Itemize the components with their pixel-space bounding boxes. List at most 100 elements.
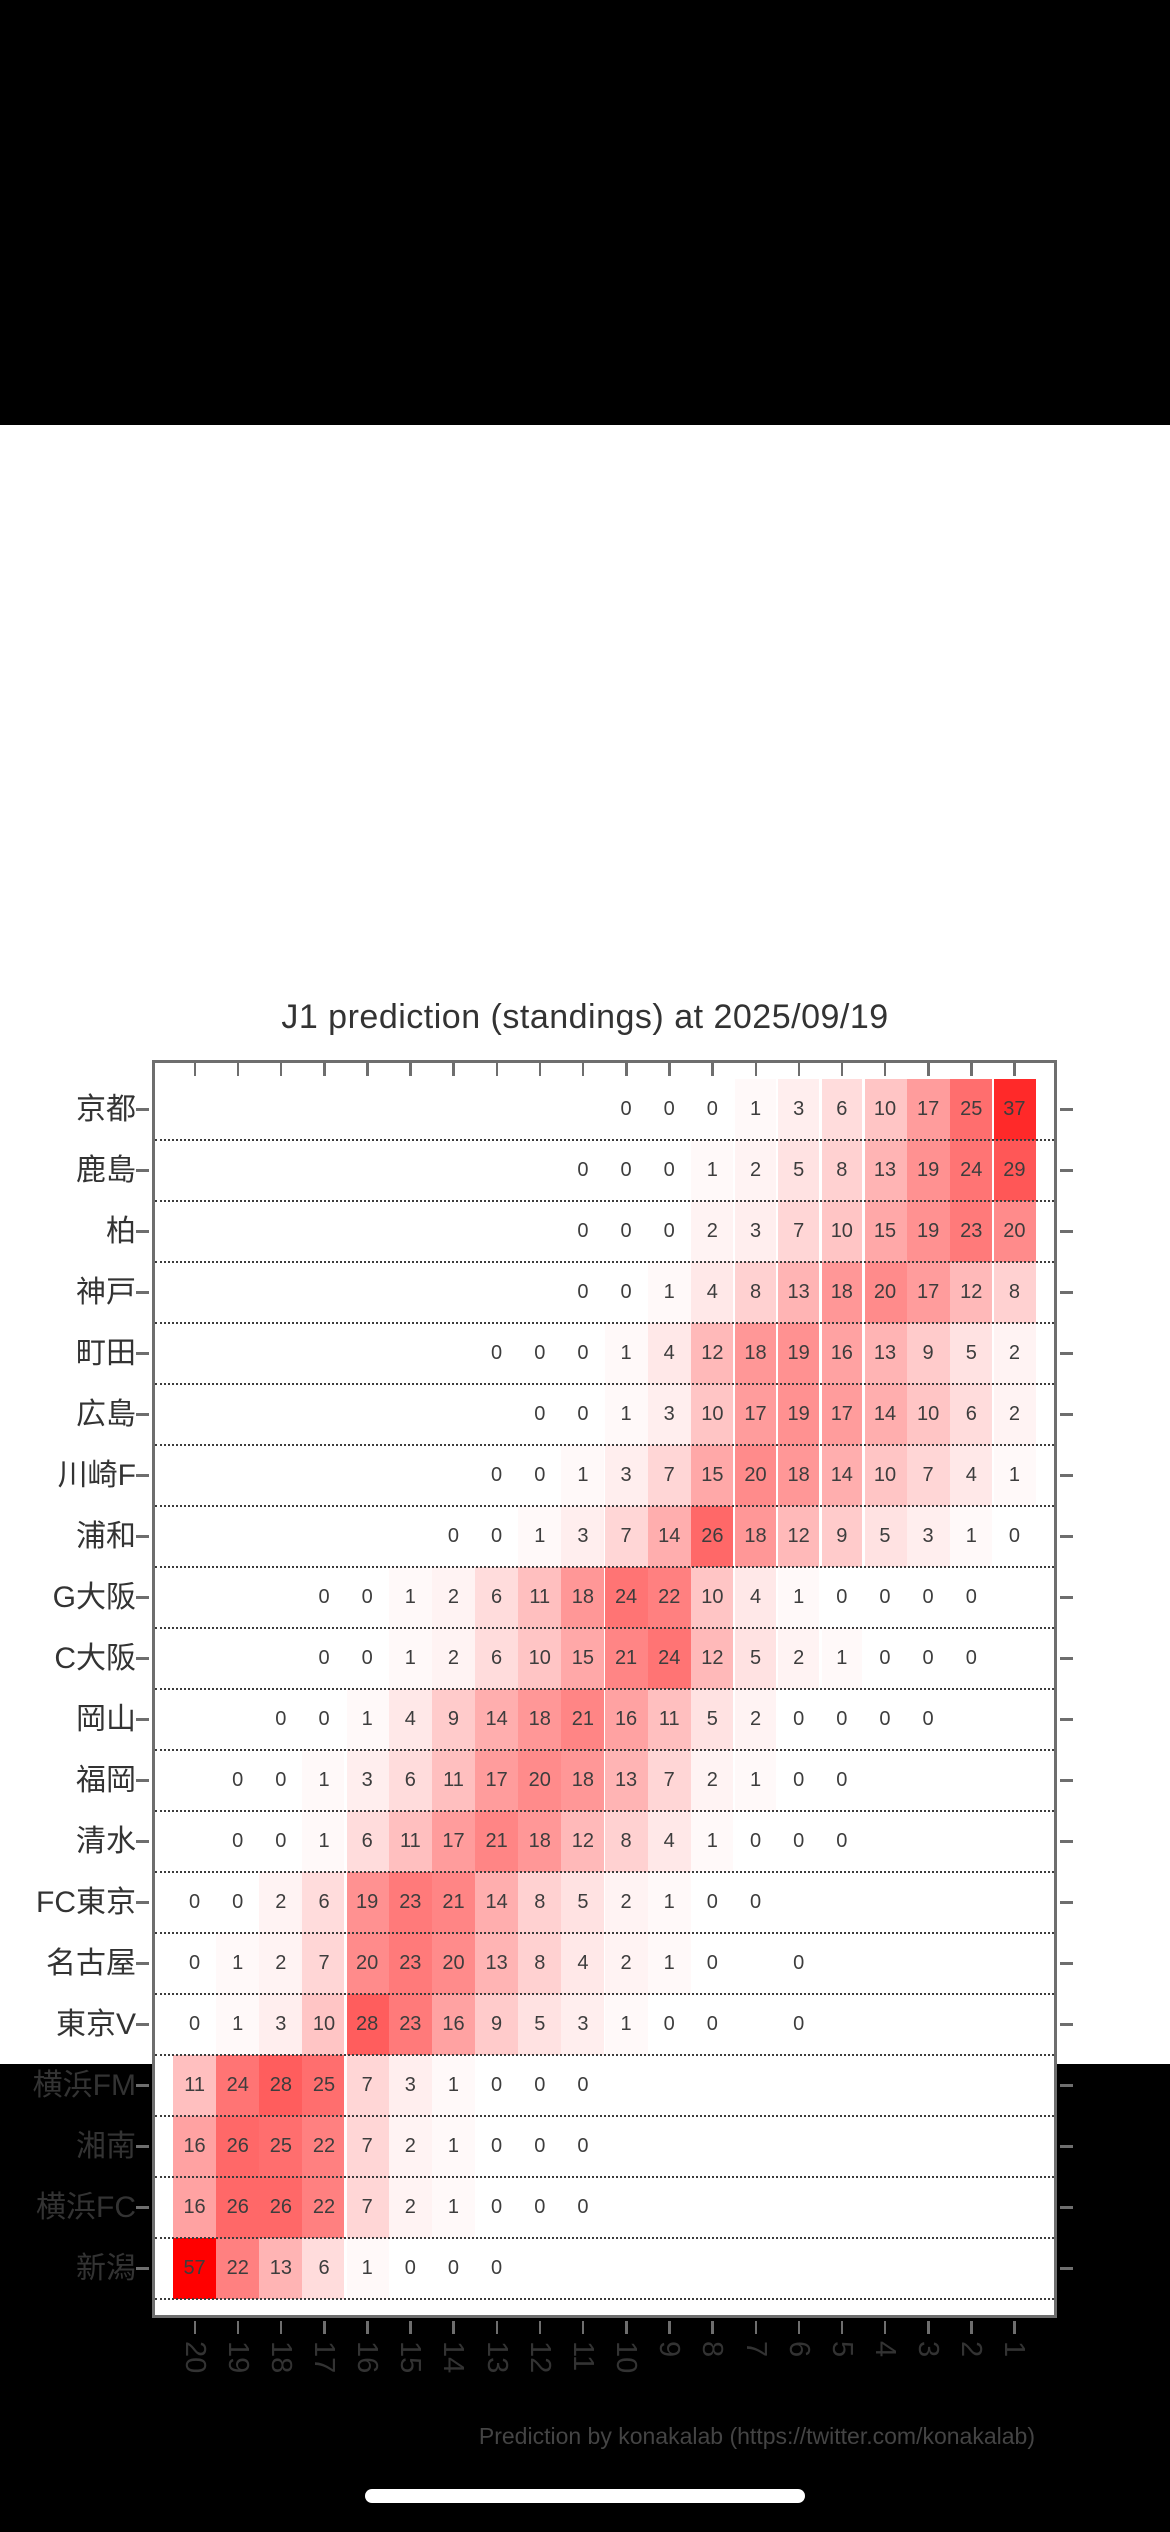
heatmap-cell: 0 bbox=[561, 1323, 605, 1384]
x-tick bbox=[1013, 1063, 1016, 1076]
heatmap-cell: 2 bbox=[388, 2177, 432, 2238]
x-tick bbox=[797, 2321, 801, 2334]
heatmap-cell: 17 bbox=[475, 1750, 519, 1811]
heatmap-cell: 11 bbox=[431, 1750, 476, 1811]
y-tick bbox=[136, 1962, 149, 1965]
heatmap-cell: 0 bbox=[302, 1567, 346, 1628]
x-tick bbox=[625, 2321, 628, 2334]
x-tick-label: 1 bbox=[998, 2341, 1031, 2358]
heatmap-cell: 22 bbox=[216, 2238, 260, 2299]
heatmap-cell: 10 bbox=[518, 1628, 562, 1689]
y-tick bbox=[1060, 2145, 1073, 2148]
heatmap-cell: 5 bbox=[863, 1506, 907, 1567]
x-tick bbox=[323, 2321, 326, 2334]
heatmap-cell: 29 bbox=[992, 1140, 1036, 1201]
heatmap-cell: 14 bbox=[475, 1872, 519, 1933]
heatmap-cell: 21 bbox=[561, 1689, 605, 1750]
x-tick bbox=[581, 2321, 585, 2334]
heatmap-cell: 13 bbox=[259, 2238, 303, 2299]
heatmap-cell: 0 bbox=[561, 1384, 605, 1445]
heatmap-cell: 15 bbox=[690, 1445, 734, 1506]
x-tick-label: 18 bbox=[264, 2341, 297, 2374]
y-tick bbox=[136, 1535, 149, 1538]
row-label: 湘南 bbox=[76, 2129, 136, 2163]
heatmap-cell: 12 bbox=[690, 1628, 734, 1689]
y-tick bbox=[1060, 1169, 1073, 1172]
row-separator bbox=[155, 2054, 1054, 2056]
heatmap-cell: 15 bbox=[863, 1201, 907, 1262]
row-label: 横浜FC bbox=[36, 2190, 136, 2224]
heatmap-cell: 21 bbox=[431, 1872, 476, 1933]
x-tick-label: 7 bbox=[739, 2341, 772, 2358]
heatmap-cell: 9 bbox=[431, 1689, 476, 1750]
heatmap-cell: 13 bbox=[863, 1323, 907, 1384]
heatmap-cell: 0 bbox=[475, 1445, 519, 1506]
heatmap-cell: 10 bbox=[690, 1567, 734, 1628]
heatmap-cell: 0 bbox=[561, 1201, 605, 1262]
row-label: 京都 bbox=[76, 1092, 136, 1126]
y-tick bbox=[1060, 1352, 1073, 1355]
heatmap-cell: 0 bbox=[690, 1079, 734, 1140]
heatmap-cell: 26 bbox=[690, 1506, 734, 1567]
row-label: G大阪 bbox=[52, 1580, 136, 1614]
y-tick bbox=[1060, 1108, 1073, 1111]
y-tick bbox=[1060, 2023, 1073, 2026]
x-tick bbox=[927, 1063, 930, 1076]
heatmap-cell: 0 bbox=[518, 1445, 562, 1506]
heatmap-cell: 1 bbox=[388, 1628, 432, 1689]
plot-area: 0 0 0 1 3 6 10 17 25 37 0 0 0 1 2 5 8 13 19 24 29 0 0 0 2 3 7 10 15 1… bbox=[136, 1060, 1073, 2334]
x-tick-label: 9 bbox=[653, 2341, 686, 2358]
y-tick bbox=[1060, 1840, 1073, 1843]
heatmap-cell: 18 bbox=[518, 1811, 562, 1872]
heatmap-cell: 24 bbox=[949, 1140, 993, 1201]
heatmap-cell: 0 bbox=[777, 1811, 821, 1872]
heatmap-cell: 0 bbox=[173, 1872, 217, 1933]
row-separator bbox=[155, 1261, 1054, 1263]
heatmap-cell: 2 bbox=[431, 1567, 476, 1628]
heatmap-cell: 18 bbox=[518, 1689, 562, 1750]
x-tick bbox=[538, 2321, 542, 2334]
heatmap-cell: 7 bbox=[345, 2055, 389, 2116]
y-tick bbox=[136, 2023, 149, 2026]
x-tick-label: 11 bbox=[566, 2341, 599, 2372]
heatmap-cell: 0 bbox=[302, 1689, 346, 1750]
x-tick bbox=[409, 1063, 412, 1076]
heatmap-cell: 1 bbox=[733, 1079, 778, 1140]
x-tick bbox=[366, 1063, 369, 1076]
heatmap-cell: 19 bbox=[777, 1384, 821, 1445]
heatmap-cell: 6 bbox=[302, 1872, 346, 1933]
x-tick bbox=[970, 1063, 973, 1076]
heatmap-cell: 2 bbox=[733, 1689, 778, 1750]
heatmap-cell: 7 bbox=[906, 1445, 950, 1506]
heatmap-cell: 25 bbox=[259, 2116, 303, 2177]
heatmap-cell: 3 bbox=[388, 2055, 432, 2116]
heatmap-cell: 0 bbox=[906, 1628, 950, 1689]
heatmap-cell: 12 bbox=[777, 1506, 821, 1567]
heatmap-cell: 0 bbox=[647, 1994, 691, 2055]
x-tick-label: 5 bbox=[825, 2341, 858, 2358]
y-tick bbox=[1060, 2084, 1073, 2087]
heatmap-cell: 3 bbox=[561, 1994, 605, 2055]
heatmap-cell: 0 bbox=[733, 1811, 778, 1872]
home-indicator[interactable] bbox=[365, 2489, 805, 2503]
y-tick bbox=[136, 1474, 149, 1477]
heatmap-cell: 7 bbox=[777, 1201, 821, 1262]
x-tick-label: 19 bbox=[221, 2341, 254, 2374]
heatmap-cell: 18 bbox=[561, 1750, 605, 1811]
x-tick bbox=[409, 2321, 412, 2334]
x-tick-label: 2 bbox=[955, 2341, 988, 2358]
heatmap-cell: 1 bbox=[733, 1750, 778, 1811]
heatmap-cell: 2 bbox=[259, 1872, 303, 1933]
heatmap-cell: 0 bbox=[475, 2055, 519, 2116]
heatmap-cell: 1 bbox=[992, 1445, 1036, 1506]
heatmap-cell: 9 bbox=[906, 1323, 950, 1384]
heatmap-cell: 16 bbox=[431, 1994, 476, 2055]
heatmap-cell: 1 bbox=[431, 2055, 476, 2116]
heatmap-cell: 2 bbox=[604, 1933, 648, 1994]
row-separator bbox=[155, 1566, 1054, 1568]
y-tick bbox=[136, 2206, 149, 2209]
heatmap-cell: 24 bbox=[216, 2055, 260, 2116]
heatmap-cell: 3 bbox=[604, 1445, 648, 1506]
row-label: 新潟 bbox=[76, 2251, 136, 2285]
row-separator bbox=[155, 1749, 1054, 1751]
